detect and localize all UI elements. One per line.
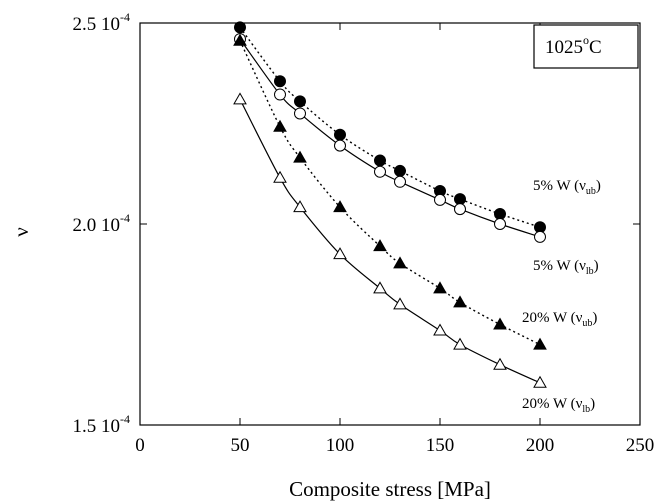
series-curve-2 (239, 40, 541, 346)
x-tick-label-5: 250 (626, 435, 655, 456)
x-tick-label-1: 50 (231, 435, 250, 456)
series-3-point-4 (373, 281, 387, 294)
y-axis-label: ν (9, 227, 33, 237)
series-labels: 5% W (νub) 5% W (νlb) 20% W (νub) 20% W (νl… (522, 178, 601, 415)
series-curve-0 (239, 26, 541, 228)
series-0-point-5 (394, 164, 406, 177)
degree-superscript: o (583, 33, 589, 47)
series-2-point-6 (433, 281, 447, 294)
series-curve-1 (239, 38, 541, 238)
series-3-point-9 (533, 375, 547, 388)
series-1-point-6 (434, 193, 446, 206)
series-2-point-2 (293, 150, 307, 163)
plot-frame (139, 22, 641, 426)
series-1-point-4 (374, 165, 386, 178)
series-1-point-3 (334, 139, 346, 152)
x-axis-label: Composite stress [MPa] (289, 477, 491, 501)
y-tick-label-0: 1.5 10-4 (73, 412, 131, 437)
series-3-point-8 (493, 357, 507, 370)
temperature-text: 1025oC (545, 33, 602, 58)
series-1-point-2 (294, 107, 306, 120)
series-1-point-7 (454, 203, 466, 216)
x-tick-label-4: 200 (526, 435, 555, 456)
series-0-point-4 (374, 154, 386, 167)
axis-ticks (139, 22, 641, 426)
series-3-point-2 (293, 200, 307, 213)
y-tick-label-1: 2.0 10-4 (73, 211, 131, 236)
series-1-point-8 (494, 218, 506, 230)
x-tick-label-3: 150 (426, 435, 455, 456)
series-label-2: 20% W (νub) (522, 310, 597, 329)
series-2-point-0 (233, 33, 247, 46)
series-2-point-8 (493, 317, 507, 330)
series-2-point-9 (533, 337, 547, 350)
x-tick-label-2: 100 (326, 435, 355, 456)
series-0-point-2 (294, 95, 306, 108)
x-tick-labels: 0 50 100 150 200 250 (135, 435, 654, 456)
series-curves (239, 26, 541, 384)
series-0-point-3 (334, 128, 346, 141)
series-markers (233, 21, 547, 388)
series-2-point-1 (273, 119, 287, 132)
series-label-0: 5% W (νub) (533, 178, 601, 197)
series-label-3: 20% W (νlb) (522, 396, 595, 415)
series-3-point-6 (433, 323, 447, 336)
series-0-point-0 (234, 21, 246, 34)
series-2-point-3 (333, 200, 347, 213)
series-3-point-1 (273, 170, 287, 183)
series-2-point-7 (453, 295, 467, 308)
y-tick-label-2: 2.5 10-4 (73, 10, 131, 35)
series-0-point-7 (454, 193, 466, 206)
series-1-point-9 (534, 230, 546, 243)
series-3-point-0 (233, 92, 247, 105)
y-tick-labels: 1.5 10-4 2.0 10-4 2.5 10-4 (73, 10, 131, 437)
series-1-point-5 (394, 175, 406, 188)
series-3-point-7 (453, 337, 467, 350)
temperature-annotation: 1025oC (533, 24, 639, 69)
series-label-1: 5% W (νlb) (533, 258, 599, 277)
x-tick-label-0: 0 (135, 435, 145, 456)
series-2-point-4 (373, 239, 387, 252)
series-curve-3 (239, 99, 541, 384)
series-0-point-1 (274, 75, 286, 88)
temperature-box (533, 24, 639, 69)
series-1-point-1 (274, 88, 286, 101)
series-3-point-5 (393, 297, 407, 310)
series-3-point-3 (333, 247, 347, 260)
series-2-point-5 (393, 256, 407, 269)
series-0-point-8 (494, 207, 506, 220)
